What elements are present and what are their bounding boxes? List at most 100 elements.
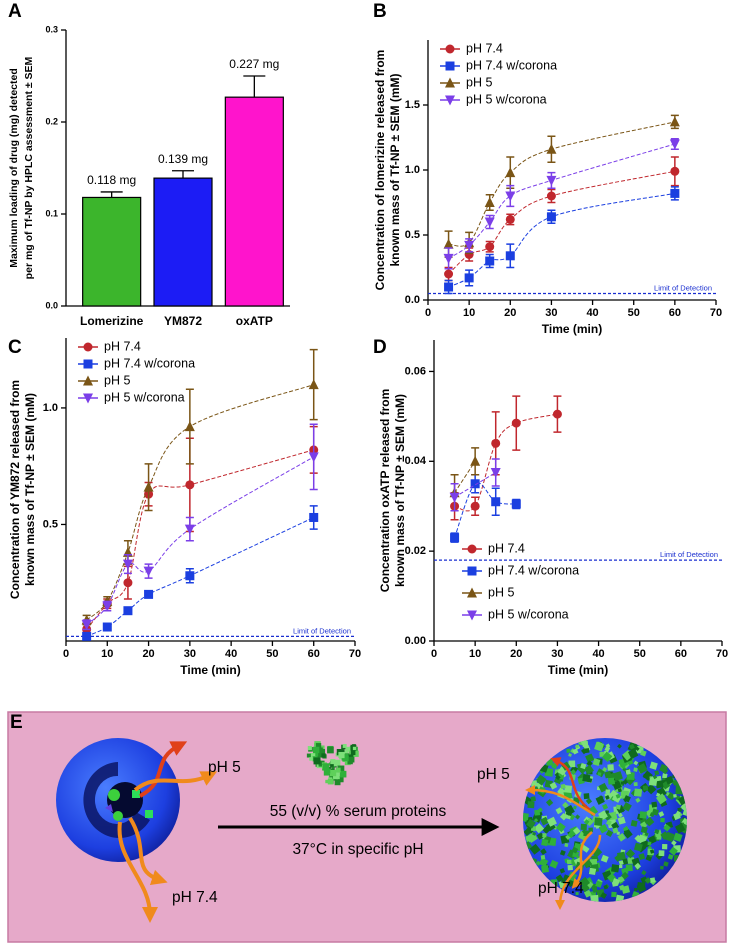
legend-marker xyxy=(467,610,477,621)
nanoparticle-core xyxy=(83,762,150,838)
marker xyxy=(491,497,501,507)
bar xyxy=(224,96,284,307)
protein xyxy=(343,755,349,762)
protein xyxy=(621,764,626,769)
protein xyxy=(538,857,549,868)
protein xyxy=(570,769,577,776)
protein xyxy=(332,772,340,780)
x-tick-label: 70 xyxy=(349,648,361,660)
protein xyxy=(314,754,319,759)
protein xyxy=(651,808,659,816)
protein xyxy=(532,831,537,836)
protein xyxy=(333,759,341,767)
y-tick-label: 1.0 xyxy=(405,164,420,176)
protein xyxy=(594,741,605,752)
limit-label: Limit of Detection xyxy=(660,550,718,559)
marker xyxy=(485,242,495,252)
marker xyxy=(552,409,562,419)
protein xyxy=(595,880,603,888)
protein xyxy=(530,796,536,802)
protein xyxy=(634,887,638,892)
drug xyxy=(105,804,113,812)
panel-e: E pH 5 pH 7.4 55 (v/v) % serum proteins … xyxy=(7,711,727,943)
protein xyxy=(567,831,575,839)
protein xyxy=(571,846,579,854)
marker xyxy=(308,379,319,390)
x-tick-label: YM872 xyxy=(164,314,202,328)
protein xyxy=(602,803,609,810)
protein xyxy=(580,823,587,831)
marker xyxy=(491,438,501,448)
protein xyxy=(561,878,566,884)
protein xyxy=(605,789,611,795)
legend-label: pH 7.4 w/corona xyxy=(104,356,195,370)
x-axis-label: Time (min) xyxy=(548,663,608,677)
marker xyxy=(122,559,133,570)
x-tick-label: 60 xyxy=(308,648,320,660)
protein xyxy=(616,831,620,835)
protein xyxy=(656,775,662,782)
bar xyxy=(82,196,142,307)
y-tick-label: 0.0 xyxy=(405,294,420,306)
legend-marker xyxy=(83,342,93,352)
fit-line xyxy=(86,384,314,621)
protein xyxy=(572,748,579,755)
protein xyxy=(586,760,593,767)
protein xyxy=(584,748,590,754)
protein xyxy=(662,843,668,850)
protein xyxy=(541,838,549,847)
protein xyxy=(638,853,646,860)
protein xyxy=(633,767,638,772)
protein xyxy=(617,788,622,793)
protein xyxy=(533,818,539,823)
ph-label: pH 7.4 xyxy=(172,889,218,906)
marker xyxy=(505,251,515,261)
protein xyxy=(331,766,335,770)
marker xyxy=(546,143,557,154)
marker xyxy=(464,273,474,283)
protein xyxy=(535,774,547,786)
protein xyxy=(613,771,623,781)
x-tick-label: 0 xyxy=(63,648,69,660)
legend-label: pH 5 xyxy=(104,373,130,387)
drug xyxy=(108,789,120,801)
protein xyxy=(328,776,333,781)
legend-label: pH 7.4 xyxy=(488,541,525,555)
y-axis-label: known mass of Tf-NP ± SEM (mM) xyxy=(388,73,402,266)
x-tick-label: 70 xyxy=(710,307,722,319)
protein xyxy=(564,843,569,848)
protein-corona xyxy=(523,738,687,902)
protein xyxy=(345,746,351,752)
legend-marker xyxy=(83,359,93,369)
protein xyxy=(338,751,345,759)
protein xyxy=(658,811,665,817)
protein xyxy=(644,877,652,884)
marker xyxy=(308,452,319,463)
protein xyxy=(560,783,566,790)
y-tick-label: 0.5 xyxy=(405,229,420,241)
protein xyxy=(523,815,529,822)
protein xyxy=(608,811,618,821)
protein xyxy=(623,795,631,803)
protein xyxy=(536,832,544,840)
protein xyxy=(559,868,566,874)
release-arrow xyxy=(550,757,591,811)
legend-label: pH 5 w/corona xyxy=(488,607,569,621)
protein xyxy=(654,828,660,835)
legend-marker xyxy=(445,95,455,106)
protein xyxy=(582,741,589,748)
marker xyxy=(443,238,454,249)
protein xyxy=(617,812,623,818)
protein xyxy=(640,749,647,757)
error-bar xyxy=(100,191,123,198)
protein xyxy=(607,764,614,771)
protein xyxy=(622,802,632,812)
protein xyxy=(330,759,336,765)
condition-label: 55 (v/v) % serum proteins xyxy=(270,803,447,820)
protein xyxy=(523,828,532,836)
protein xyxy=(617,832,627,842)
marker xyxy=(505,214,515,224)
legend-label: pH 5 xyxy=(488,585,514,599)
protein xyxy=(350,756,354,761)
bar xyxy=(153,177,213,307)
